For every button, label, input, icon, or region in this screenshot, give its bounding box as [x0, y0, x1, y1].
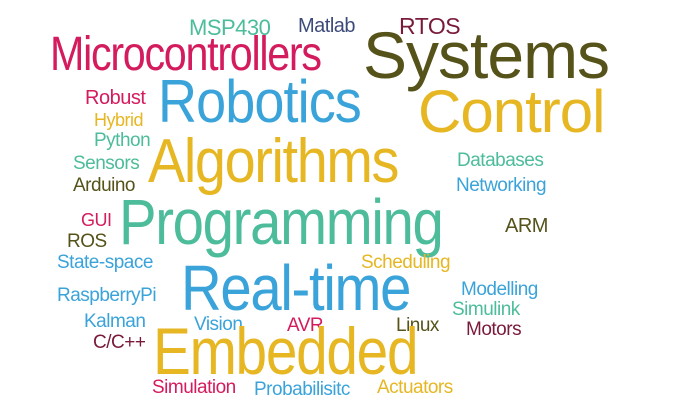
word-ros: ROS [67, 231, 107, 252]
word-motors: Motors [466, 319, 522, 340]
word-databases: Databases [457, 150, 544, 171]
word-programming: Programming [119, 186, 444, 258]
word-kalman: Kalman [84, 311, 146, 332]
word-modelling: Modelling [461, 279, 538, 300]
word-vision: Vision [194, 314, 243, 335]
word-robust: Robust [85, 87, 146, 109]
word-gui: GUI [81, 210, 112, 230]
word-networking: Networking [456, 175, 547, 196]
word-simulink: Simulink [452, 299, 520, 320]
word-arduino: Arduino [73, 175, 136, 196]
word-linux: Linux [396, 315, 439, 336]
word-systems: Systems [363, 18, 610, 92]
word-real-time: Real-time [181, 252, 411, 324]
word-algorithms: Algorithms [148, 127, 399, 196]
word-sensors: Sensors [73, 153, 140, 174]
word-actuators: Actuators [377, 377, 453, 398]
word-msp430: MSP430 [189, 15, 271, 40]
word-probabilisitc: Probabilisitc [254, 379, 350, 400]
word-rtos: RTOS [399, 13, 461, 39]
word-embedded: Embedded [153, 314, 419, 388]
word-microcontrollers: Microcontrollers [50, 28, 322, 81]
word-state-space: State-space [57, 252, 153, 273]
word-python: Python [94, 130, 151, 151]
word-raspberrypi: RaspberryPi [57, 285, 157, 306]
word-scheduling: Scheduling [361, 252, 451, 273]
word-c-cpp: C/C++ [93, 332, 146, 353]
word-matlab: Matlab [298, 15, 356, 37]
word-avr: AVR [287, 315, 324, 336]
word-control: Control [418, 78, 605, 145]
word-arm: ARM [505, 215, 548, 237]
word-simulation: Simulation [152, 377, 236, 398]
word-hybrid: Hybrid [94, 110, 144, 130]
word-robotics: Robotics [158, 68, 362, 135]
